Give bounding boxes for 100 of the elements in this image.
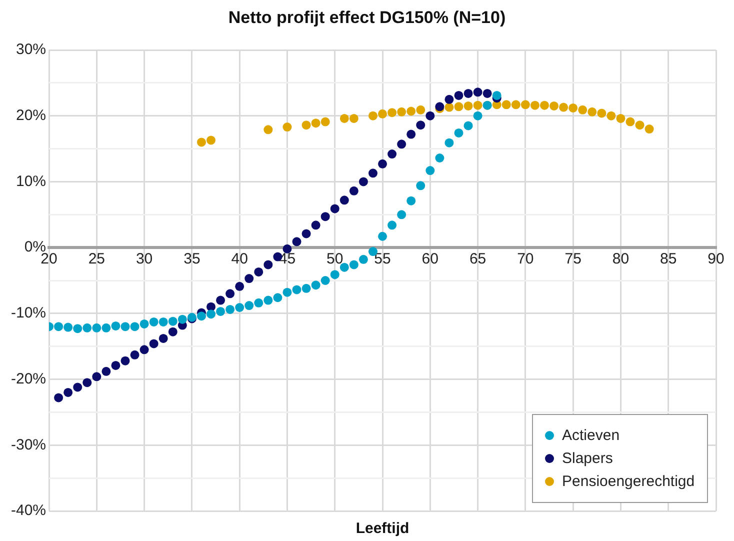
legend-label: Slapers [561,450,614,467]
y-tick-label: -10% [10,304,46,322]
x-tick-label: 20 [40,250,58,268]
point [635,120,644,130]
point [73,382,82,392]
point [140,319,149,328]
x-tick-label: 65 [469,250,486,268]
point [578,105,588,114]
point [111,321,120,330]
point [406,130,416,139]
point [226,289,235,298]
point [120,322,130,332]
point [178,314,187,324]
point [378,159,388,168]
point [473,100,482,110]
point [482,88,492,98]
x-tick-label: 60 [422,250,438,268]
point [502,100,511,110]
point [358,177,368,186]
point [216,306,226,316]
point [292,285,302,294]
point [54,393,64,402]
point [311,280,320,290]
point [626,117,635,126]
point [196,312,206,321]
point [302,120,311,130]
point [397,210,406,220]
y-tick-label: -40% [10,502,46,520]
point [388,220,397,230]
point [235,282,244,291]
point [311,220,320,230]
point [454,90,464,100]
point [244,274,254,284]
point [102,323,111,332]
point [102,366,111,376]
point [330,270,340,280]
point [388,150,397,159]
point [597,108,606,118]
point [196,138,206,147]
point [444,138,454,148]
point [416,105,426,114]
point [588,107,597,116]
legend-label: Pensioengerechtigd [561,473,695,490]
point [264,260,273,270]
x-tick-label: 75 [564,250,582,268]
chart-title: Netto profijt effect DG150% (N=10) [227,8,507,28]
point [254,267,264,276]
point [454,128,464,138]
y-tick-label: 10% [16,172,46,190]
point [559,102,568,112]
point [282,122,292,132]
x-tick-label: 85 [660,250,677,268]
x-tick-label: 50 [326,250,344,268]
point [349,260,358,270]
x-tick-label: 30 [136,250,153,268]
point [140,345,149,354]
point [130,350,140,360]
point [406,106,416,116]
point [111,360,120,370]
point [444,102,454,112]
point [264,125,273,134]
point [368,111,378,120]
point [530,100,540,110]
point [264,296,273,305]
point [302,284,311,293]
point [358,254,368,264]
point [206,310,216,319]
point [368,168,378,178]
point [378,232,388,241]
point [492,90,502,100]
point [130,322,140,332]
point [406,196,416,206]
point [320,117,330,126]
point [64,388,73,397]
y-tick-label: 30% [16,41,46,58]
point [349,114,358,123]
point [397,140,406,149]
point [444,94,454,104]
x-tick-label: 55 [374,250,391,268]
y-tick-label: -20% [10,370,46,388]
point [92,323,102,332]
point [426,166,435,176]
point [226,304,235,314]
point [168,316,178,326]
point [320,276,330,285]
point [149,317,158,326]
point [330,204,340,214]
point [158,334,168,343]
point [435,154,444,163]
y-tick-label: -30% [10,436,46,454]
point [340,196,349,205]
point [464,88,473,98]
point [206,136,216,145]
point [216,296,226,305]
point [378,109,388,118]
point [426,111,435,120]
point [120,356,130,366]
point [311,118,320,128]
point [320,212,330,222]
point [473,88,482,97]
